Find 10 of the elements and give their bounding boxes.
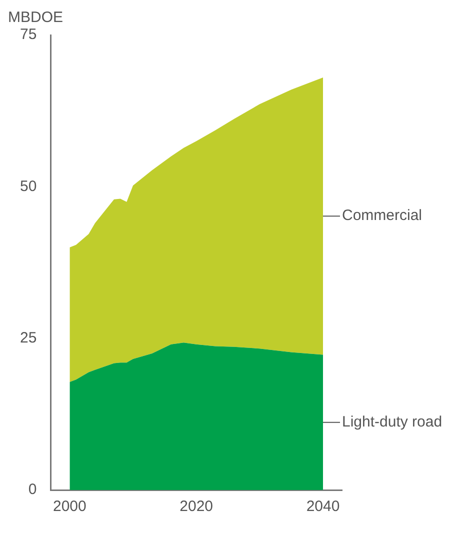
series-label: Light-duty road bbox=[342, 413, 442, 430]
y-tick-label: 75 bbox=[20, 26, 37, 44]
x-tick-label: 2020 bbox=[180, 498, 214, 516]
y-tick-label: 25 bbox=[20, 329, 37, 346]
x-tick-label: 2000 bbox=[52, 498, 86, 516]
y-tick-label: 50 bbox=[20, 178, 37, 195]
x-tick-label: 2040 bbox=[306, 498, 340, 516]
y-axis-title: MBDOE bbox=[8, 9, 64, 26]
y-tick-label: 0 bbox=[28, 481, 37, 498]
series-label: Commercial bbox=[342, 207, 422, 224]
